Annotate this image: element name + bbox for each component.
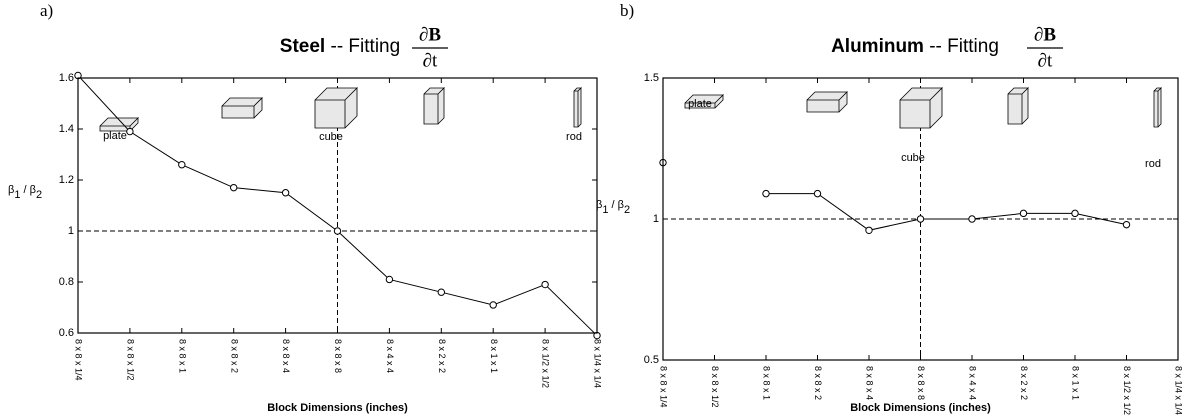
y-label-part: 1	[602, 204, 608, 216]
y-tick-label: 1	[68, 225, 74, 237]
title-denominator: ∂t	[423, 50, 438, 71]
block-icon	[899, 87, 943, 129]
y-tick-label: 1	[653, 213, 659, 225]
y-tick-label: 0.8	[59, 276, 74, 288]
x-tick-label: 8 x 8 x 8	[916, 366, 926, 400]
y-label-part: β	[596, 199, 602, 211]
block-icon	[684, 94, 724, 109]
title-bold: Aluminum	[831, 36, 924, 57]
title-numerator: ∂B	[1034, 24, 1056, 45]
data-point	[541, 280, 549, 289]
data-point	[1122, 220, 1131, 229]
y-tick-label: 1.6	[59, 72, 74, 84]
block-icon	[1153, 87, 1162, 128]
data-point	[333, 227, 342, 235]
block-icon	[423, 87, 445, 125]
y-label-part: β	[8, 184, 14, 196]
x-tick-label: 8 x 1/2 x 1/2	[1122, 366, 1132, 415]
data-point	[126, 127, 134, 136]
annotation: cube	[901, 152, 925, 164]
x-tick-label: 8 x 8 x 2	[229, 339, 239, 373]
data-point	[916, 215, 925, 223]
x-tick-label: 8 x 8 x 1/4	[659, 366, 669, 408]
x-tick-label: 8 x 8 x 8	[333, 339, 343, 373]
y-tick-label: 0.5	[644, 354, 659, 366]
data-point	[813, 189, 822, 198]
x-tick-label: 8 x 1 x 1	[489, 339, 499, 373]
annotation: cube	[319, 131, 343, 143]
x-tick-label: 8 x 8 x 4	[865, 366, 875, 400]
x-tick-label: 8 x 2 x 2	[1019, 366, 1029, 400]
data-point	[437, 288, 445, 296]
y-label-part: 2	[624, 204, 630, 216]
title-numerator: ∂B	[419, 24, 441, 45]
x-tick-label: 8 x 4 x 4	[968, 366, 978, 400]
data-point	[968, 215, 976, 223]
x-tick-label: 8 x 8 x 1/2	[710, 366, 720, 408]
data-point	[1071, 209, 1079, 218]
x-tick-label: 8 x 4 x 4	[385, 339, 395, 373]
panel-label: b)	[620, 1, 634, 20]
block-icon	[806, 91, 848, 113]
y-axis-label: β1 / β2	[596, 199, 630, 216]
x-tick-label: 8 x 2 x 2	[437, 339, 447, 373]
annotation: rod	[1145, 158, 1161, 170]
x-tick-label: 8 x 1 x 1	[1071, 366, 1081, 400]
y-tick-label: 1.2	[59, 174, 74, 186]
x-tick-label: 8 x 8 x 2	[813, 366, 823, 400]
y-tick-label: 1.4	[59, 123, 74, 135]
x-tick-label: 8 x 8 x 1/2	[126, 339, 136, 381]
plot-frame	[77, 77, 598, 334]
panel-label: a)	[40, 1, 53, 20]
data-point	[1019, 209, 1028, 218]
series-line	[766, 193, 1127, 231]
y-label-part: / β	[20, 184, 36, 196]
title-text: -- Fitting	[929, 36, 999, 57]
y-label-part: 1	[14, 189, 20, 201]
block-icon	[314, 87, 358, 129]
annotation: plate	[103, 130, 127, 142]
x-axis-label: Block Dimensions (inches)	[267, 402, 408, 414]
chart-title: Aluminum -- Fitting	[831, 36, 999, 57]
block-icon	[573, 87, 582, 128]
data-point	[281, 189, 290, 197]
title-denominator: ∂t	[1038, 50, 1053, 71]
data-point	[489, 301, 497, 309]
x-tick-label: 8 x 8 x 1	[177, 339, 187, 373]
data-point	[762, 189, 770, 198]
chart-title: Steel -- Fitting	[280, 36, 400, 57]
y-tick-label: 1.5	[644, 72, 659, 84]
data-point	[230, 183, 238, 192]
x-axis-label: Block Dimensions (inches)	[850, 402, 991, 414]
plot-frame	[662, 77, 1179, 361]
y-axis-label: β1 / β2	[8, 184, 42, 201]
x-tick-label: 8 x 1/2 x 1/2	[541, 339, 551, 388]
data-point	[178, 161, 186, 169]
y-tick-label: 0.6	[59, 327, 74, 339]
data-point	[865, 226, 873, 234]
x-tick-label: 8 x 8 x 4	[281, 339, 291, 373]
title-bold: Steel	[280, 36, 325, 57]
x-tick-label: 8 x 1/4 x 1/4	[1174, 366, 1184, 415]
annotation: plate	[688, 98, 712, 110]
block-icon	[221, 97, 263, 119]
x-tick-label: 8 x 8 x 1	[762, 366, 772, 400]
x-tick-label: 8 x 1/4 x 1/4	[593, 339, 603, 388]
title-text: -- Fitting	[331, 36, 401, 57]
data-point	[385, 275, 394, 284]
y-label-part: 2	[36, 189, 42, 201]
block-icon	[1007, 87, 1029, 125]
x-tick-label: 8 x 8 x 1/4	[74, 339, 84, 381]
annotation: rod	[566, 131, 582, 143]
y-label-part: / β	[608, 199, 624, 211]
